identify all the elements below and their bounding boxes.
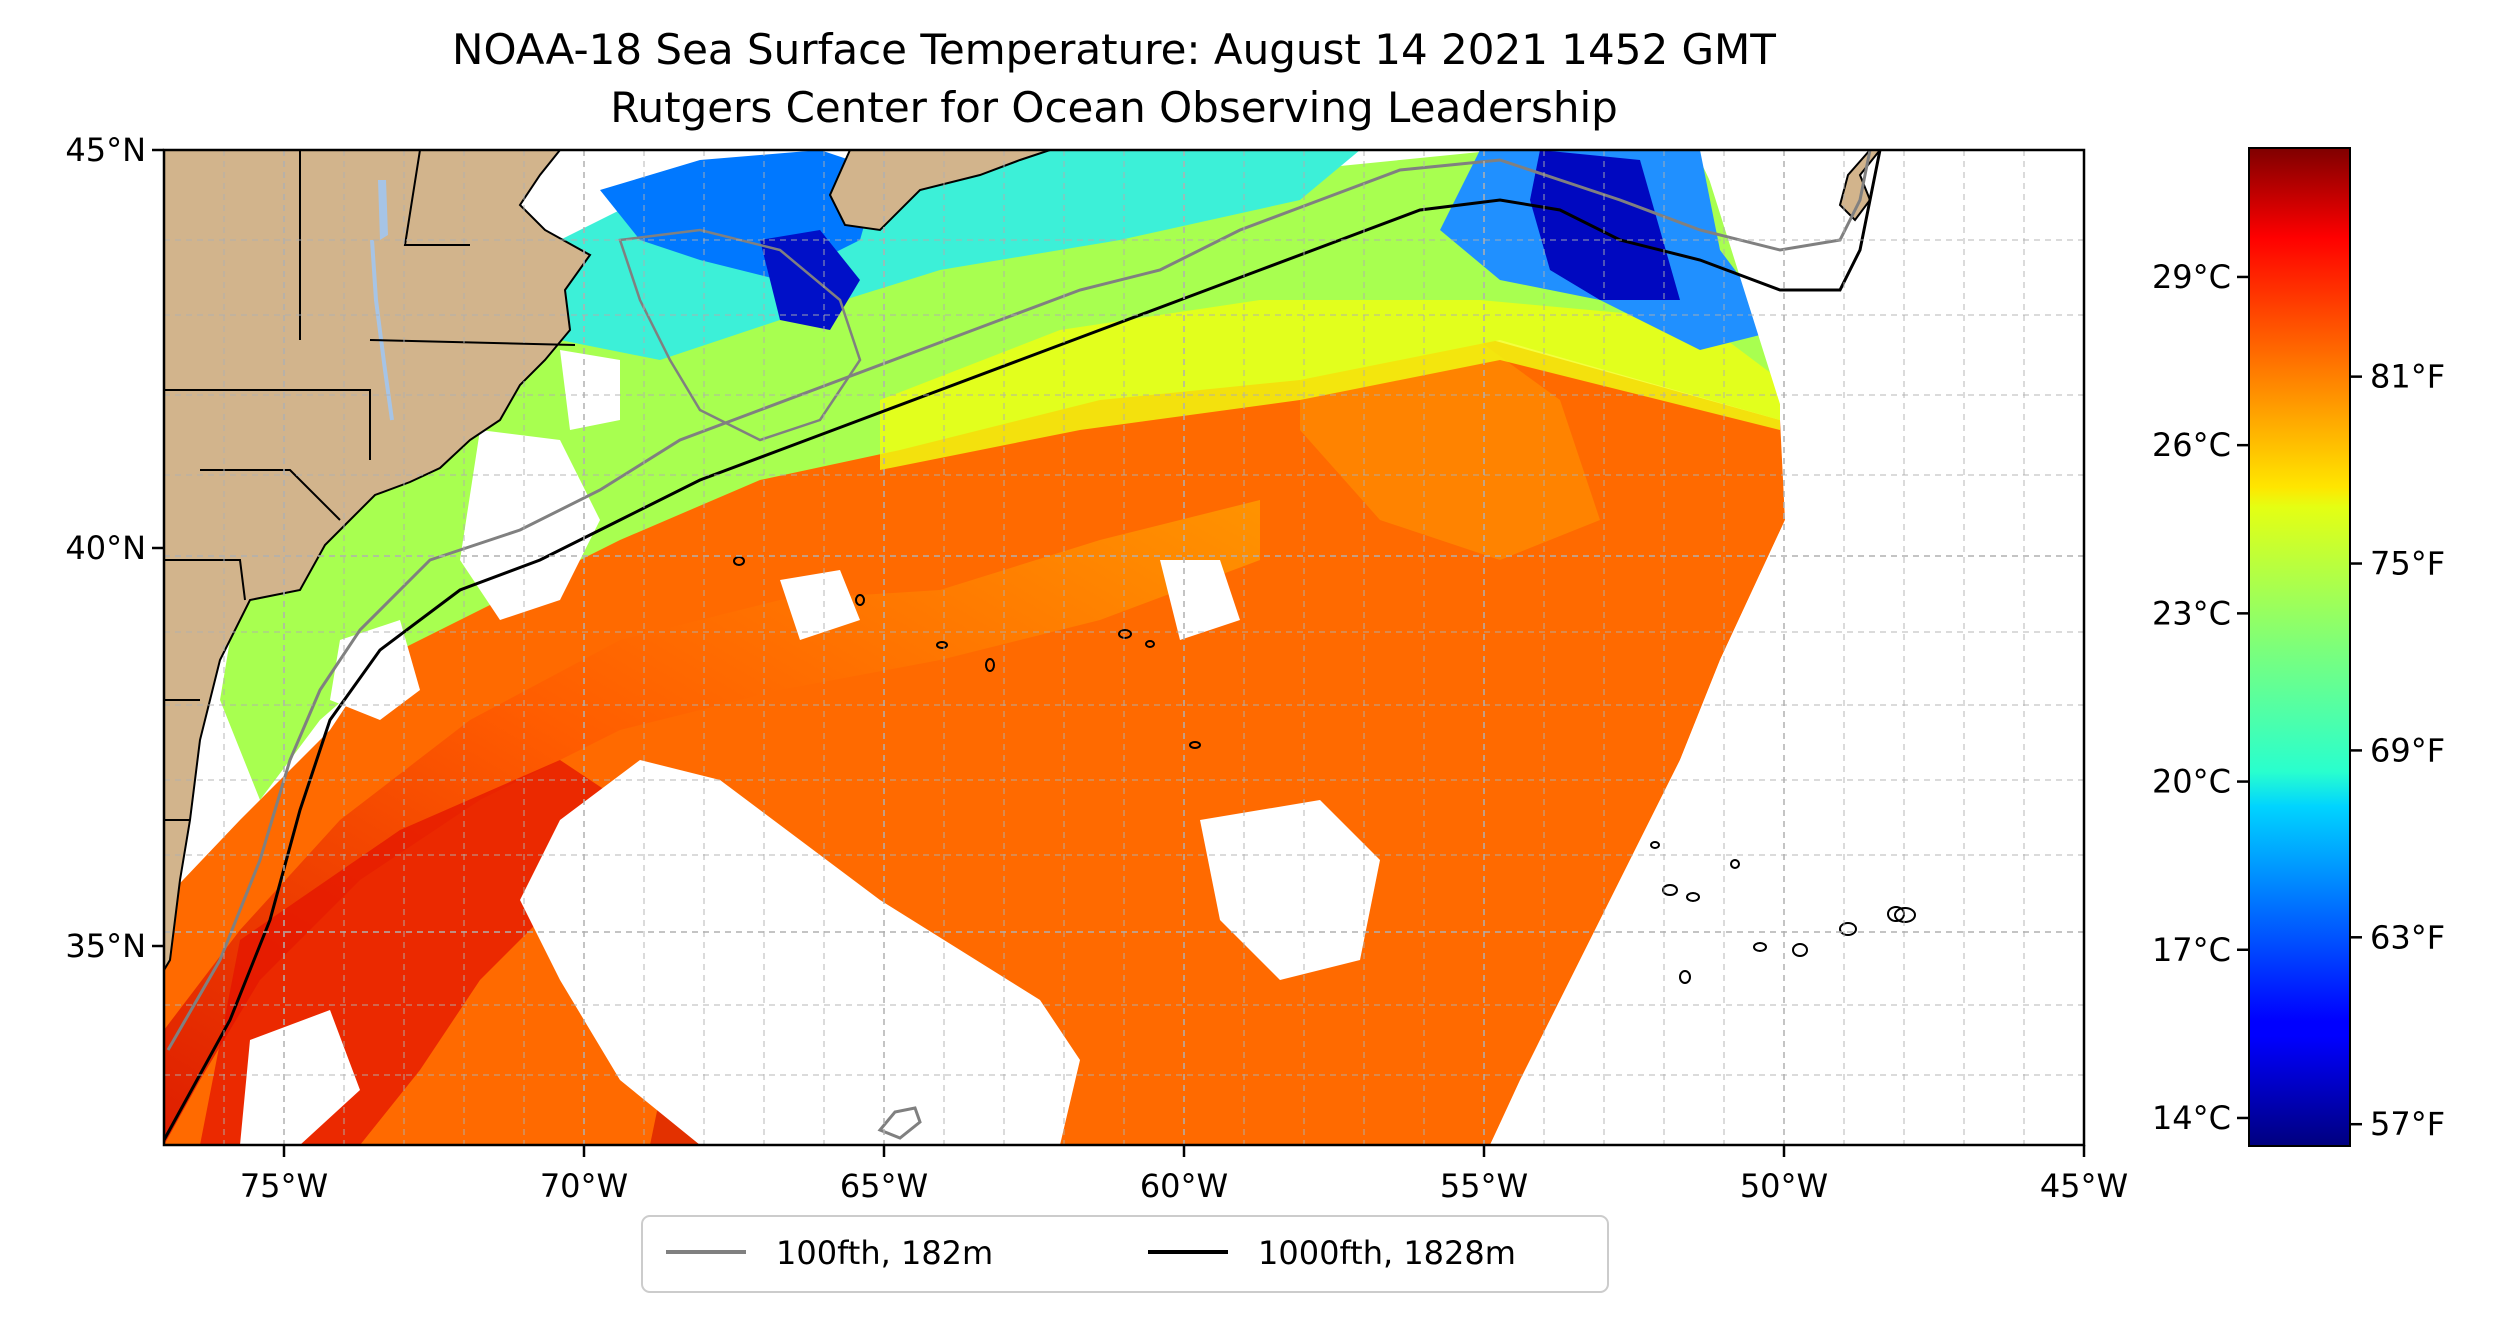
map-legend: 100fth, 182m 1000fth, 1828m xyxy=(641,1215,1609,1293)
colorbar-fahrenheit-label: 57°F xyxy=(2370,1105,2445,1143)
contour-100fth xyxy=(166,150,1872,1051)
colorbar-celsius-label: 14°C xyxy=(2152,1099,2231,1137)
sst-gulf-stream-core xyxy=(164,500,1260,1145)
colorbar: 29°C 26°C 23°C 20°C 17°C 14°C 81°F 75°F 69°F 63°… xyxy=(2152,147,2445,1147)
state-boundaries xyxy=(164,150,576,821)
legend-box xyxy=(641,1215,1609,1293)
y-axis-ticks: 45°N 40°N 35°N xyxy=(65,131,164,965)
colorbar-fahrenheit-ticks: 81°F 75°F 69°F 63°F 57°F xyxy=(2350,358,2445,1143)
colorbar-fahrenheit-label: 63°F xyxy=(2370,918,2445,956)
colorbar-fahrenheit-label: 81°F xyxy=(2370,358,2445,396)
x-tick-label: 45°W xyxy=(2040,1167,2128,1205)
no-data-cloud-8 xyxy=(1160,560,1240,640)
colorbar-gradient xyxy=(2248,147,2351,1147)
sst-yellow-transition xyxy=(880,300,1780,470)
x-tick-label: 55°W xyxy=(1440,1167,1528,1205)
x-tick-label: 50°W xyxy=(1740,1167,1828,1205)
colorbar-celsius-ticks: 29°C 26°C 23°C 20°C 17°C 14°C xyxy=(2152,258,2249,1137)
contour-100fth-gulf-maine xyxy=(618,228,862,442)
gridlines xyxy=(164,150,2084,1145)
map-panel xyxy=(164,150,2084,1145)
contour-1000fth xyxy=(164,150,1882,1141)
bermuda-contour xyxy=(877,1106,922,1140)
colorbar-celsius-label: 17°C xyxy=(2152,931,2231,969)
sst-dark-blue-2 xyxy=(1530,150,1680,300)
lake-champlain xyxy=(378,180,388,240)
map-frame xyxy=(162,148,2086,1147)
colorbar-fahrenheit-label: 75°F xyxy=(2370,545,2445,583)
no-data-cloud-4 xyxy=(330,620,420,720)
colorbar-celsius-label: 23°C xyxy=(2152,594,2231,632)
no-data-cloud-7 xyxy=(780,570,860,640)
x-axis-ticks: 75°W 70°W 65°W 60°W 55°W 50°W 45°W xyxy=(240,1145,2128,1205)
y-tick-label: 35°N xyxy=(65,927,146,965)
no-data-cloud-6 xyxy=(560,350,620,430)
legend-label-1000fth: 1000fth, 1828m xyxy=(1258,1234,1516,1272)
x-tick-label: 60°W xyxy=(1140,1167,1228,1205)
no-data-outside-swath xyxy=(1490,150,2084,1145)
land-newfoundland xyxy=(1838,150,1882,222)
colorbar-celsius-label: 29°C xyxy=(2152,258,2231,296)
land-us-canada xyxy=(164,150,592,972)
x-tick-label: 70°W xyxy=(540,1167,628,1205)
land-nova-scotia xyxy=(828,150,1051,232)
colorbar-celsius-label: 26°C xyxy=(2152,426,2231,464)
map-title-line2: Rutgers Center for Ocean Observing Leade… xyxy=(610,83,1618,132)
x-tick-label: 75°W xyxy=(240,1167,328,1205)
no-data-cloud-5 xyxy=(240,1010,360,1145)
colorbar-fahrenheit-label: 69°F xyxy=(2370,731,2445,769)
y-tick-label: 45°N xyxy=(65,131,146,169)
x-tick-label: 65°W xyxy=(840,1167,928,1205)
legend-label-100fth: 100fth, 182m xyxy=(776,1234,993,1272)
no-data-cloud-3 xyxy=(1200,800,1380,980)
map-title-line1: NOAA-18 Sea Surface Temperature: August … xyxy=(452,25,1776,74)
y-tick-label: 40°N xyxy=(65,529,146,567)
no-data-south-cloud xyxy=(520,760,1080,1145)
seamount-contours xyxy=(733,556,1916,984)
colorbar-celsius-label: 20°C xyxy=(2152,763,2231,801)
